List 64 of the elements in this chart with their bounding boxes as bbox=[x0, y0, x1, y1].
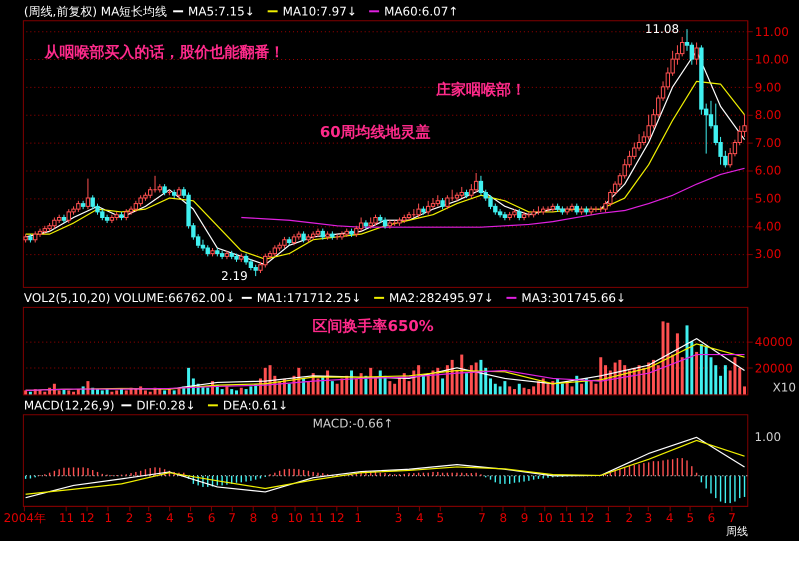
x-tick-label: 4 bbox=[416, 511, 424, 526]
x-tick-label: 3 bbox=[144, 511, 152, 526]
y-tick-label: 10.00 bbox=[754, 52, 789, 67]
x-axis-title: 周线 bbox=[726, 525, 748, 538]
legend-title: VOL2(5,10,20) VOLUME:66762.00↓ bbox=[24, 290, 236, 305]
annotation: 11.08 bbox=[644, 22, 680, 36]
legend-label: MA10:7.97↓ bbox=[282, 4, 357, 18]
legend-label: MA1:171712.25↓ bbox=[256, 290, 362, 305]
y-tick-label: 9.00 bbox=[754, 80, 782, 94]
annotation: 区间换手率650% bbox=[312, 317, 434, 336]
x-tick-label: 6 bbox=[208, 511, 216, 526]
x-tick-label: 9 bbox=[270, 511, 278, 526]
y-tick-label: 8.00 bbox=[754, 108, 782, 122]
y-tick-label: 20000 bbox=[754, 361, 793, 376]
x-tick-label: 7 bbox=[228, 511, 236, 526]
x-tick-label: 4 bbox=[166, 511, 174, 526]
x-tick-label: 7 bbox=[478, 511, 486, 526]
legend-label: MA60:6.07↑ bbox=[384, 4, 458, 18]
x-tick-label: 1 bbox=[354, 511, 362, 526]
legend-label: MA5:7.15↓ bbox=[188, 4, 255, 18]
annotation: 2.19 bbox=[221, 269, 248, 284]
legend-title: (周线,前复权) MA短长均线 bbox=[24, 4, 168, 18]
x-tick-label: 5 bbox=[436, 511, 444, 526]
y-tick-label: 3.00 bbox=[754, 247, 782, 262]
x-tick-label: 3 bbox=[644, 511, 652, 526]
x-tick-label: 9 bbox=[520, 511, 528, 526]
x-tick-label: 1 bbox=[604, 511, 612, 526]
x-tick-label: 6 bbox=[708, 511, 716, 526]
legend-label: DEA:0.61↓ bbox=[222, 398, 288, 412]
y-tick-label: 5.00 bbox=[754, 192, 782, 206]
x-tick-label: 3 bbox=[394, 511, 402, 526]
y-tick-label: 6.00 bbox=[754, 164, 782, 178]
legend-label: MA3:301745.66↓ bbox=[521, 290, 626, 305]
x-tick-label: 2 bbox=[626, 511, 634, 526]
x-tick-label: 10 bbox=[288, 511, 303, 526]
x-tick-label: 2004年 bbox=[4, 511, 46, 526]
y-tick-label: 7.00 bbox=[754, 136, 782, 150]
annotation: 从咽喉部买入的话，股价也能翻番！ bbox=[44, 43, 285, 62]
x-tick-label: 4 bbox=[666, 511, 674, 526]
legend-label: MA2:282495.97↓ bbox=[389, 290, 494, 305]
x-tick-label: 12 bbox=[329, 511, 345, 526]
x-tick-label: 12 bbox=[79, 511, 95, 526]
y-tick-label: 40000 bbox=[754, 334, 793, 349]
annotation: 庄家咽喉部！ bbox=[434, 80, 526, 99]
x-tick-label: 8 bbox=[250, 511, 258, 526]
x-tick-label: 8 bbox=[500, 511, 508, 526]
x-tick-label: 2 bbox=[126, 511, 134, 526]
text: 1.00 bbox=[754, 430, 782, 444]
x-tick-label: 5 bbox=[186, 511, 194, 526]
x-tick-label: 1 bbox=[104, 511, 112, 526]
x-tick-label: 11 bbox=[308, 511, 324, 526]
text: X10 bbox=[772, 380, 796, 394]
x-tick-label: 5 bbox=[686, 511, 694, 526]
annotation: 60周均线地灵盖 bbox=[320, 123, 431, 142]
x-tick-label: 11 bbox=[58, 511, 74, 526]
x-tick-label: 12 bbox=[579, 511, 594, 526]
x-tick-label: 10 bbox=[537, 511, 553, 526]
legend-label: DIF:0.28↓ bbox=[136, 398, 196, 412]
y-tick-label: 4.00 bbox=[754, 219, 782, 234]
y-tick-label: 11.00 bbox=[754, 24, 789, 39]
x-tick-label: 11 bbox=[558, 511, 574, 526]
legend-title: MACD(12,26,9) bbox=[24, 398, 115, 412]
text: MACD:-0.66↑ bbox=[312, 416, 394, 430]
x-tick-label: 7 bbox=[728, 511, 736, 526]
